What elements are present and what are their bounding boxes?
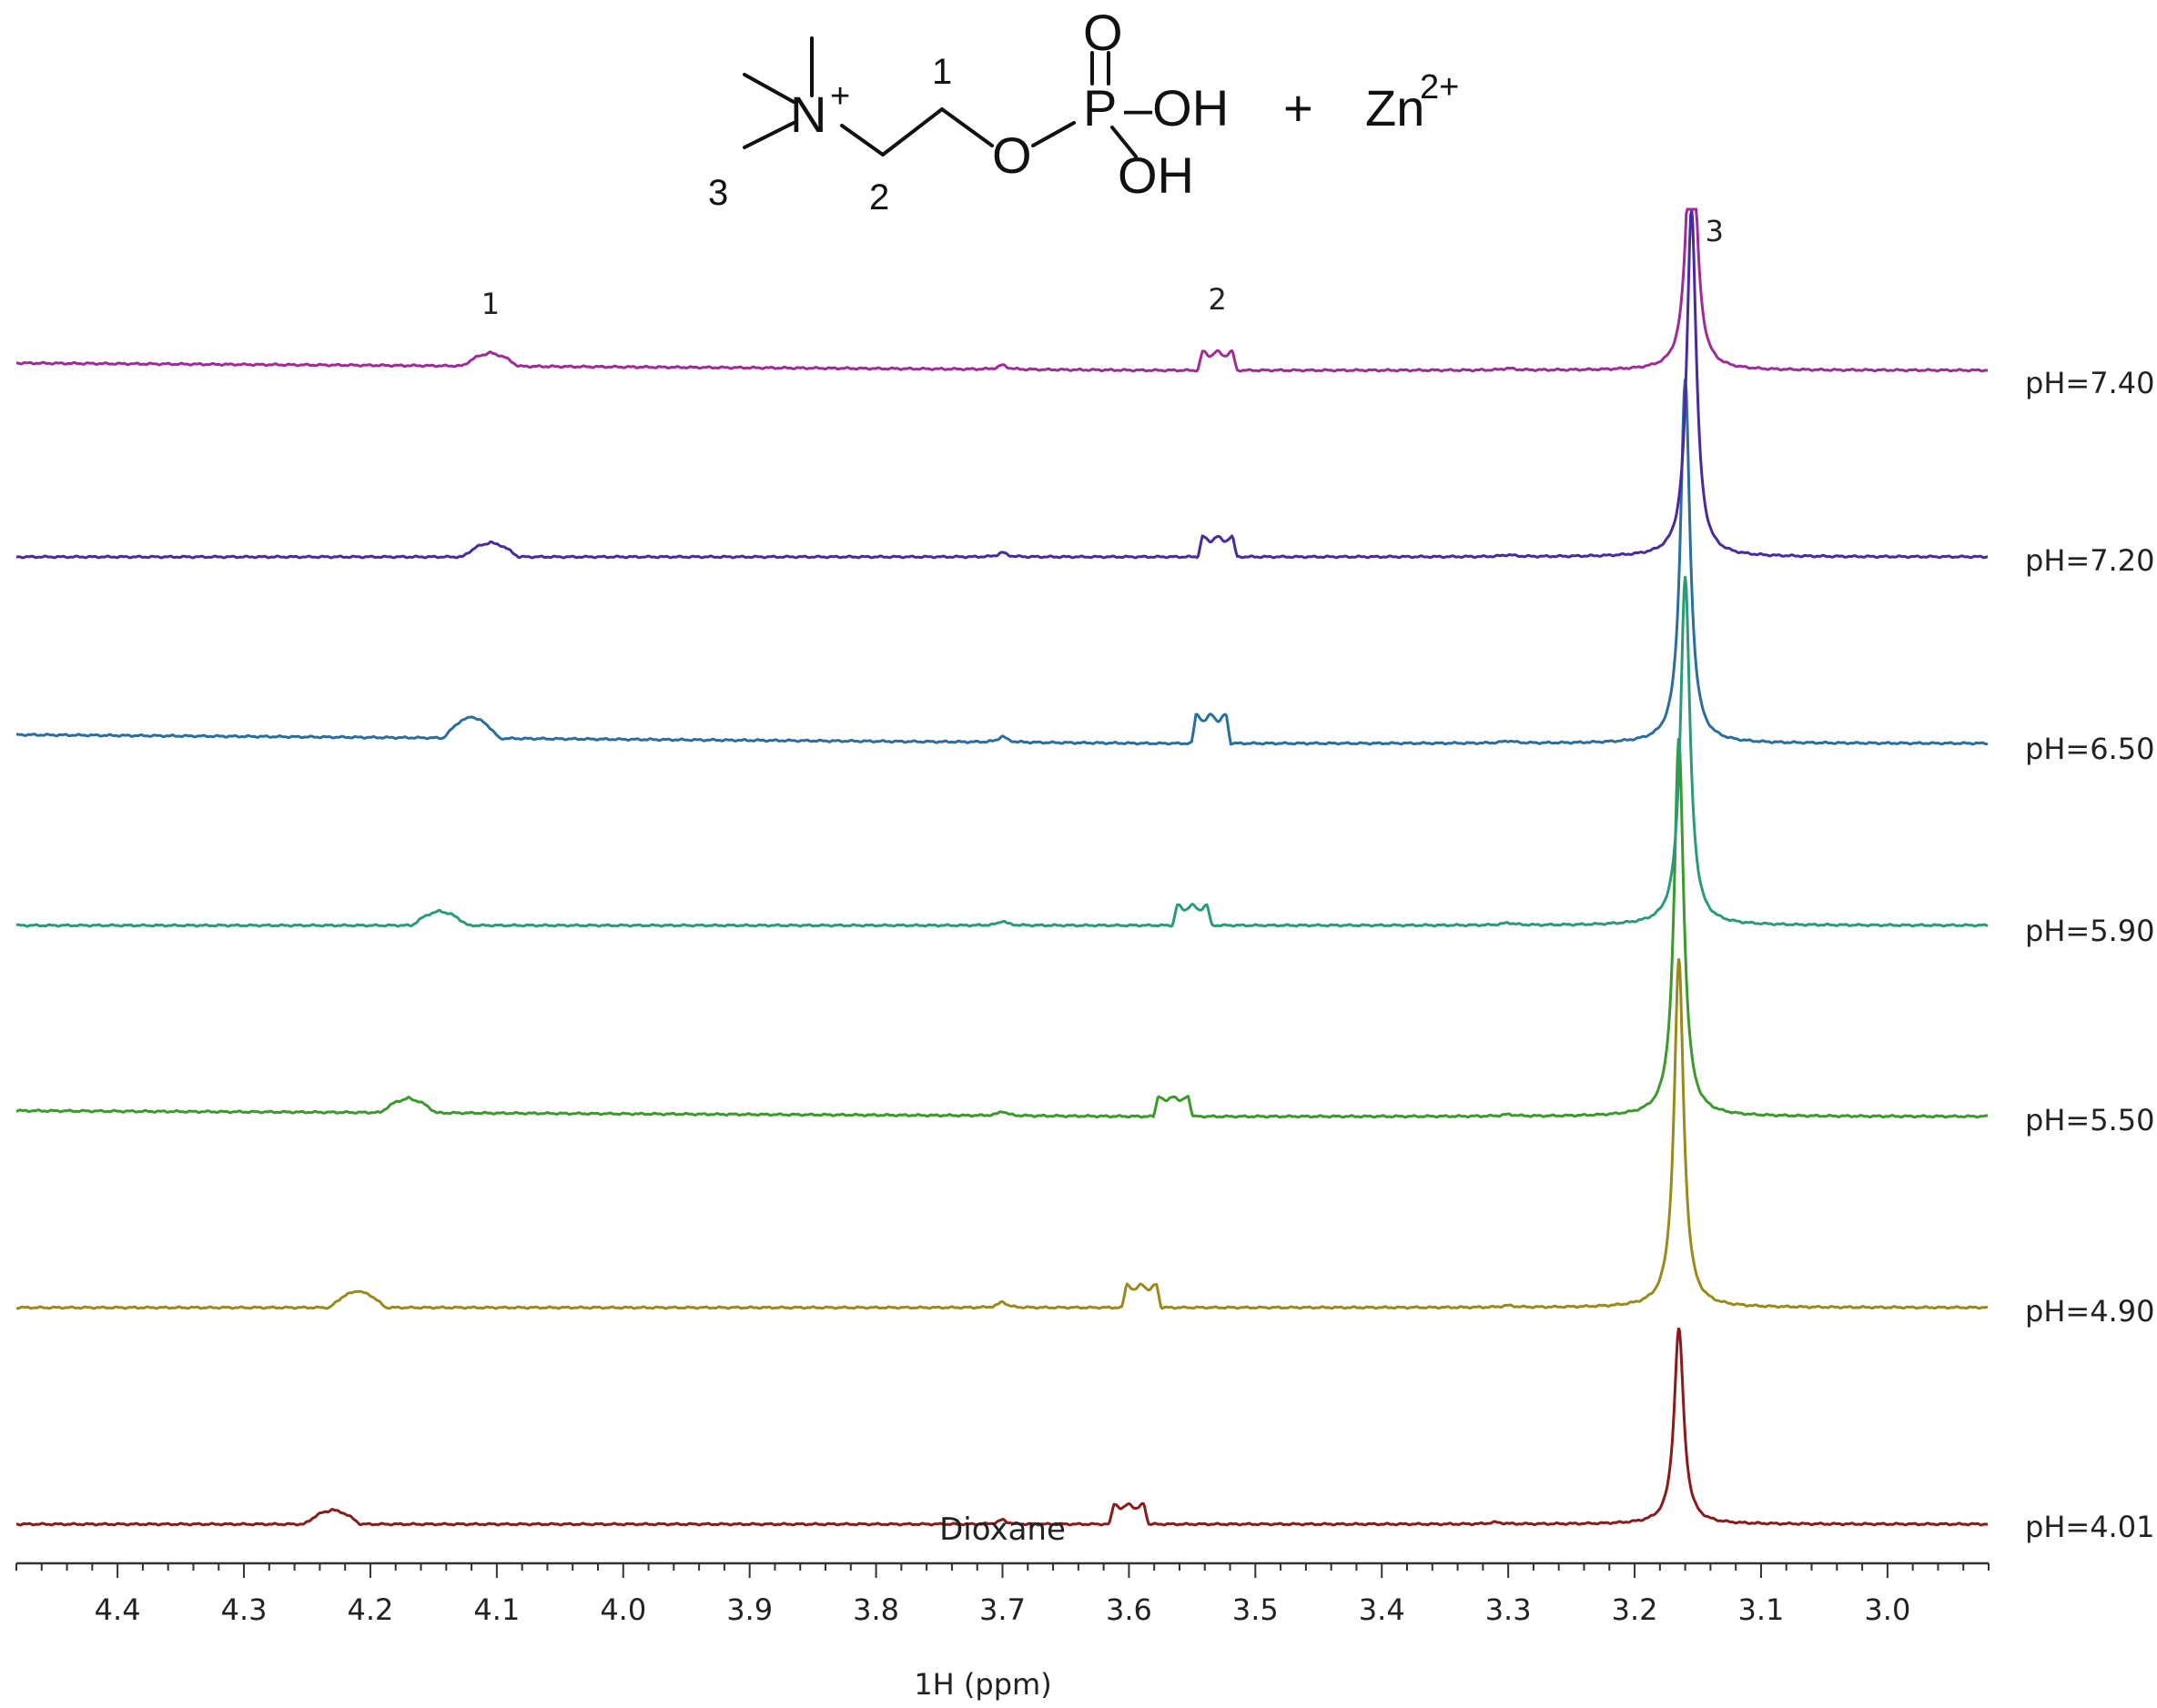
series-label: pH=4.01 (2025, 1510, 2154, 1544)
spectra-stack (15, 207, 1989, 1527)
peak-label-3: 3 (1706, 214, 1724, 248)
x-tick-label: 3.8 (853, 1592, 899, 1627)
n-c2-bond (840, 124, 885, 157)
x-tick-label: 3.3 (1485, 1592, 1532, 1627)
spectrum-labels: pH=4.01 pH=4.90 pH=5.50 pH=5.90 pH=6.50 pH=7.… (2025, 366, 2154, 1544)
plus-sign: + (1283, 79, 1313, 136)
x-tick-label: 4.3 (221, 1592, 268, 1627)
x-tick-label: 4.2 (348, 1592, 394, 1627)
spectrum-trace-ph401 (16, 1327, 1989, 1527)
peak-annotations: 1 2 3 Dioxane (481, 214, 1724, 1548)
x-tick-label: 4.1 (473, 1592, 520, 1627)
series-label: pH=7.40 (2025, 366, 2154, 400)
structure-labels: N + O O P –OH OH 1 2 3 + Zn 2+ (708, 4, 1459, 217)
atom-o-bridge: O (992, 126, 1032, 184)
solvent-label: Dioxane (939, 1511, 1066, 1548)
series-label: pH=5.90 (2025, 914, 2154, 948)
x-tick-label: 3.9 (726, 1592, 773, 1627)
x-tick-label: 3.0 (1864, 1592, 1910, 1627)
series-label: pH=7.20 (2025, 543, 2154, 578)
chemical-structure (743, 36, 1138, 158)
x-axis: 4.4 4.3 4.2 4.1 4.0 3.9 3.8 3.7 3.6 3.5 3.4 3.3 3.2 3… (15, 1561, 1990, 1702)
peak-label-1: 1 (481, 287, 500, 321)
position-label-3: 3 (708, 173, 728, 213)
x-axis-label: 1H (ppm) (914, 1667, 1051, 1702)
atom-p: P (1083, 79, 1117, 136)
x-tick-label: 3.1 (1738, 1592, 1785, 1627)
x-tick-label: 3.5 (1232, 1592, 1279, 1627)
x-axis-ticks: 4.4 4.3 4.2 4.1 4.0 3.9 3.8 3.7 3.6 3.5 3.4 3.3 3.2 3… (15, 1563, 1990, 1627)
peak-label-2: 2 (1208, 282, 1226, 317)
methyl-bond-left (743, 73, 795, 104)
series-label: pH=4.90 (2025, 1294, 2154, 1329)
spectrum-trace-ph650 (15, 379, 1989, 746)
series-label: pH=5.50 (2025, 1103, 2154, 1137)
o-p-bond (1031, 121, 1076, 147)
spectrum-trace-ph590 (15, 576, 1989, 928)
x-tick-label: 4.4 (95, 1592, 141, 1627)
x-tick-label: 3.4 (1359, 1592, 1405, 1627)
atom-n: N (790, 86, 826, 143)
metal-charge: 2+ (1420, 68, 1459, 106)
series-label: pH=6.50 (2025, 732, 2154, 766)
metal-ion: Zn (1365, 79, 1424, 136)
spectrum-trace-ph490 (15, 958, 1989, 1310)
atom-oh-top: –OH (1124, 79, 1229, 136)
c2-c1-bond (881, 107, 944, 157)
atom-n-charge: + (830, 77, 850, 116)
position-label-2: 2 (869, 177, 889, 217)
c1-o-bond (940, 107, 994, 147)
atom-oh-bottom: OH (1118, 147, 1194, 204)
p-oh-bond (1110, 126, 1138, 158)
spectrum-trace-ph550 (15, 737, 1989, 1119)
methyl-bond-lower (743, 121, 795, 149)
spectrum-trace-ph720 (15, 208, 1988, 560)
x-tick-label: 4.0 (600, 1592, 646, 1627)
spectrum-trace-ph740 (15, 207, 1988, 373)
atom-o-double: O (1083, 4, 1123, 61)
x-tick-label: 3.7 (979, 1592, 1026, 1627)
x-tick-label: 3.2 (1612, 1592, 1658, 1627)
x-tick-label: 3.6 (1106, 1592, 1152, 1627)
position-label-1: 1 (932, 52, 952, 92)
